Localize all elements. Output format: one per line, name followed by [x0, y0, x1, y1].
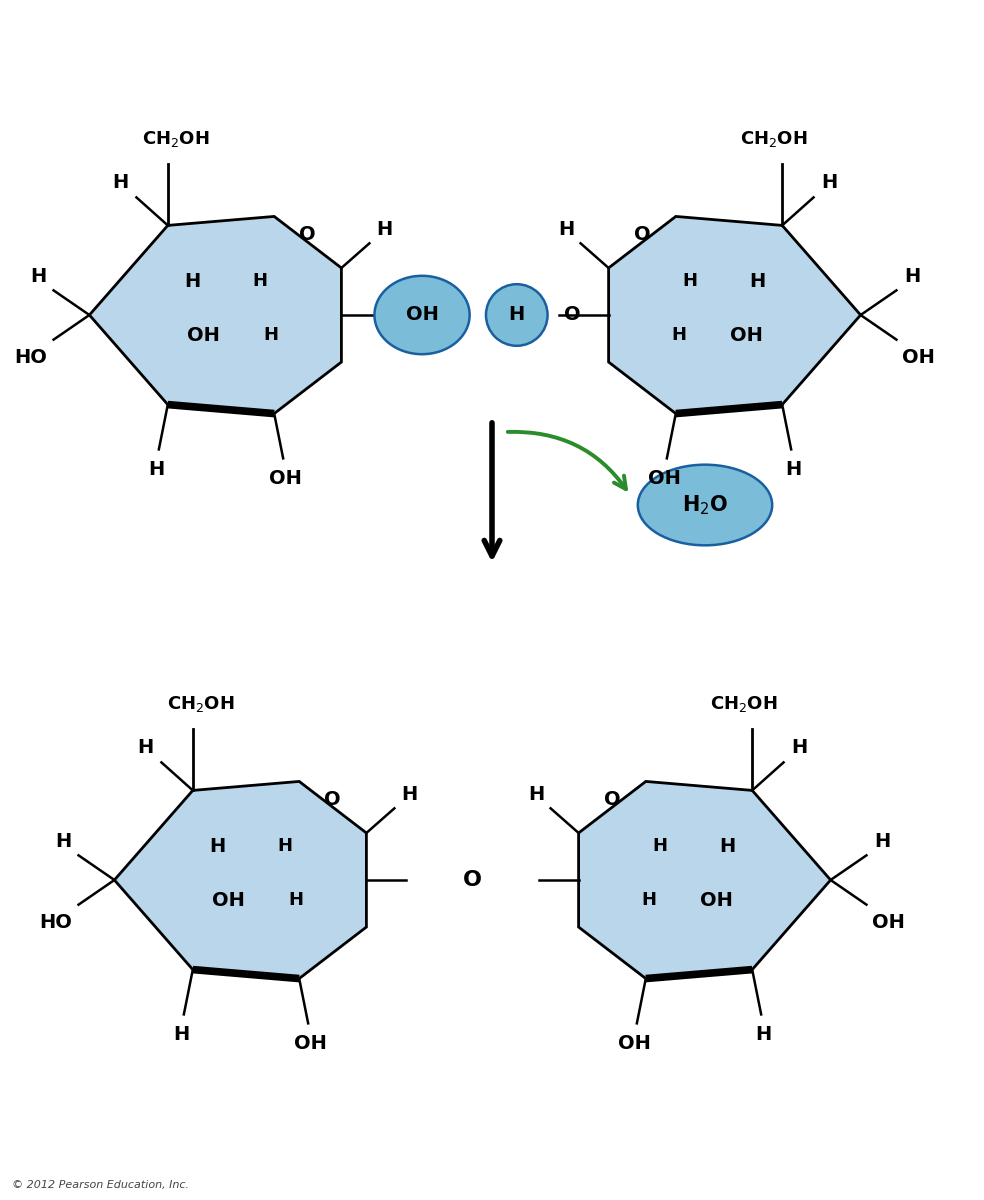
Text: O: O [604, 790, 621, 809]
Text: H: H [719, 836, 736, 856]
Text: H: H [376, 221, 392, 239]
Text: OH: OH [618, 1034, 651, 1054]
Ellipse shape [486, 284, 547, 346]
Polygon shape [90, 216, 341, 414]
Text: CH$_2$OH: CH$_2$OH [740, 130, 808, 149]
Polygon shape [579, 781, 830, 978]
Text: H: H [558, 221, 575, 239]
Text: O: O [565, 306, 582, 324]
Text: H: H [791, 738, 807, 757]
Text: O: O [325, 790, 341, 809]
Text: H: H [112, 173, 129, 192]
Text: H: H [904, 268, 920, 287]
Text: H: H [874, 833, 891, 852]
Text: H$_2$O: H$_2$O [682, 493, 728, 517]
Text: OH: OH [269, 469, 302, 488]
Ellipse shape [375, 276, 469, 354]
Text: H: H [821, 173, 837, 192]
Text: H: H [252, 272, 267, 290]
Text: H: H [683, 272, 698, 290]
Text: H: H [509, 306, 524, 324]
Text: OH: OH [187, 325, 220, 344]
Text: HO: HO [15, 348, 47, 367]
Text: CH$_2$OH: CH$_2$OH [710, 694, 778, 714]
Text: H: H [756, 1025, 771, 1044]
Text: OH: OH [213, 890, 245, 910]
Text: CH$_2$OH: CH$_2$OH [142, 130, 210, 149]
Text: H: H [30, 268, 46, 287]
Text: H: H [277, 838, 292, 856]
Text: H: H [750, 272, 766, 290]
Text: CH$_2$OH: CH$_2$OH [167, 694, 234, 714]
Text: H: H [173, 1025, 190, 1044]
Polygon shape [608, 216, 861, 414]
Text: H: H [785, 460, 802, 479]
Text: H: H [210, 836, 225, 856]
Text: H: H [400, 785, 417, 804]
Text: OH: OH [700, 890, 733, 910]
Text: H: H [138, 738, 154, 757]
Text: OH: OH [405, 306, 439, 324]
Polygon shape [114, 781, 366, 978]
Ellipse shape [638, 464, 772, 545]
Text: © 2012 Pearson Education, Inc.: © 2012 Pearson Education, Inc. [12, 1180, 189, 1190]
Text: OH: OH [902, 348, 935, 367]
Text: OH: OH [294, 1034, 327, 1054]
Text: O: O [463, 870, 482, 890]
Text: H: H [288, 892, 303, 910]
Text: O: O [299, 224, 316, 244]
Text: OH: OH [730, 325, 763, 344]
Text: H: H [149, 460, 164, 479]
Text: H: H [55, 833, 71, 852]
Text: OH: OH [873, 913, 905, 932]
Text: H: H [527, 785, 544, 804]
Text: HO: HO [39, 913, 73, 932]
Text: H: H [672, 326, 687, 344]
Text: H: H [652, 838, 668, 856]
Text: O: O [634, 224, 650, 244]
Text: OH: OH [648, 469, 681, 488]
Text: H: H [642, 892, 656, 910]
Text: H: H [184, 272, 201, 290]
Text: H: H [264, 326, 278, 344]
